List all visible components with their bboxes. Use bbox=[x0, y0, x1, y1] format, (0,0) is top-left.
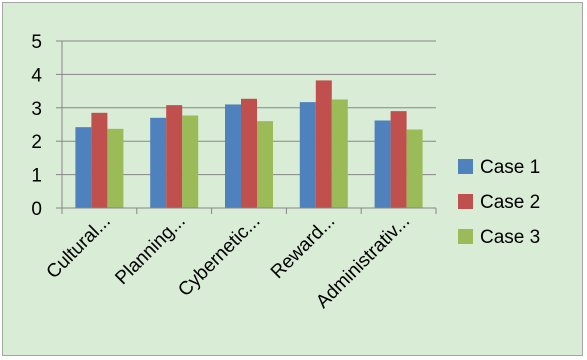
legend-label: Case 3 bbox=[480, 227, 540, 248]
legend-label: Case 2 bbox=[480, 192, 540, 213]
bar-case-2-1 bbox=[166, 105, 183, 208]
bar-case-1-3 bbox=[299, 102, 316, 208]
bar-case-3-0 bbox=[107, 128, 124, 208]
bar-case-2-4 bbox=[390, 111, 407, 208]
y-tick-label: 1 bbox=[31, 166, 42, 187]
y-tick-label: 2 bbox=[31, 132, 42, 153]
bar-case-3-1 bbox=[182, 115, 199, 208]
x-axis-tick-labels: Cultural...Planning...Cybernetic... Rewar… bbox=[43, 211, 415, 313]
axes bbox=[56, 40, 437, 214]
bar-case-2-2 bbox=[241, 98, 257, 208]
y-tick-label: 4 bbox=[31, 65, 42, 86]
bar-case-1-4 bbox=[374, 120, 391, 208]
bar-case-2-3 bbox=[315, 80, 332, 208]
y-tick-label: 5 bbox=[31, 32, 42, 53]
legend-swatch-case-2 bbox=[458, 194, 473, 209]
legend-swatch-case-3 bbox=[458, 229, 473, 244]
legend: Case 1 Case 2 Case 3 bbox=[458, 157, 540, 248]
bar-case-2-0 bbox=[91, 112, 108, 208]
x-category-label: Planning... bbox=[111, 211, 189, 289]
bar-case-1-1 bbox=[150, 117, 167, 208]
x-category-label: Reward... bbox=[267, 211, 339, 283]
x-category-label: Cultural... bbox=[43, 211, 115, 283]
bar-case-1-2 bbox=[225, 104, 241, 208]
y-tick-label: 0 bbox=[31, 199, 42, 220]
legend-swatch-case-1 bbox=[458, 159, 473, 174]
bar-case-1-0 bbox=[75, 127, 92, 208]
bar-case-3-3 bbox=[331, 99, 348, 208]
legend-label: Case 1 bbox=[480, 157, 540, 178]
y-tick-label: 3 bbox=[31, 99, 42, 120]
bar-case-3-4 bbox=[406, 129, 423, 208]
bars bbox=[75, 80, 423, 208]
bar-case-3-2 bbox=[257, 121, 273, 208]
y-axis-tick-labels: 0 1 2 3 4 5 bbox=[31, 32, 42, 220]
